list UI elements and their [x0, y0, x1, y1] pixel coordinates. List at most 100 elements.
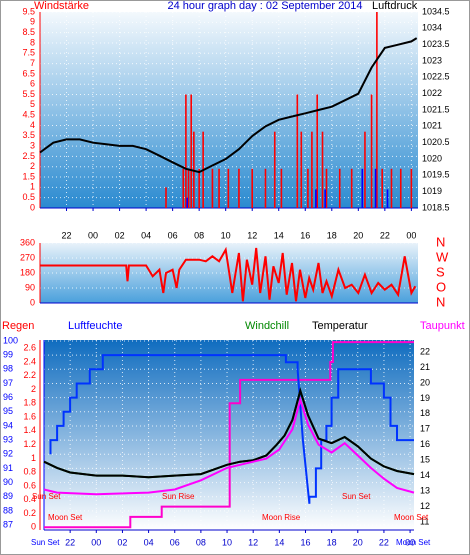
- y-tick-label: 0.5: [22, 192, 35, 202]
- x-tick-label: 06: [170, 537, 180, 547]
- bar: [190, 94, 192, 208]
- x-tick-label: 18: [327, 230, 337, 240]
- y-tick-label: 19: [420, 393, 430, 403]
- x-tick-label: 10: [221, 230, 231, 240]
- y-tick-label: 1020.5: [422, 137, 450, 147]
- bar: [364, 131, 366, 208]
- series-line: [39, 37, 418, 174]
- bar: [381, 168, 383, 208]
- x-tick-label: 00: [405, 537, 415, 547]
- x-tick-label: 22: [62, 230, 72, 240]
- y-tick-label: 1.5: [22, 171, 35, 181]
- y-tick-label: 3.5: [22, 130, 35, 140]
- y-tick-label: 1.8: [23, 398, 36, 408]
- x-tick-label: 14: [274, 537, 284, 547]
- y-tick-label: 5.5: [22, 89, 35, 99]
- y-tick-label: 20: [420, 377, 430, 387]
- y-tick-label: 92: [3, 449, 13, 459]
- y-tick-label: 95: [3, 406, 13, 416]
- annotation: Sun Rise: [162, 492, 195, 501]
- y-tick-label: 18: [420, 408, 430, 418]
- y-tick-label: 13: [420, 485, 430, 495]
- bar: [321, 131, 324, 208]
- y-tick-label: 7: [30, 58, 35, 68]
- annotation: Sun Set: [342, 492, 371, 501]
- y-tick-label: 91: [3, 463, 13, 473]
- y-tick-label: 89: [3, 491, 13, 501]
- y-tick-label: 1022.5: [422, 72, 450, 82]
- x-tick-label: 10: [222, 537, 232, 547]
- y-tick-label: 6.5: [22, 68, 35, 78]
- y-tick-label: 270: [20, 252, 35, 262]
- y-tick-label: 9.5: [22, 6, 35, 16]
- bar: [185, 94, 187, 208]
- x-tick-label: 14: [274, 230, 284, 240]
- y-tick-label: 4.5: [22, 110, 35, 120]
- legend-label: Taupunkt: [420, 320, 465, 332]
- bar: [187, 168, 190, 208]
- y-tick-label: 4: [30, 120, 35, 130]
- series-line: [40, 246, 417, 302]
- y-tick-label: 1: [30, 182, 35, 192]
- y-tick-label: 0: [30, 202, 35, 212]
- bar: [370, 94, 373, 208]
- y-tick-label: 98: [3, 364, 13, 374]
- y-tick-label: 1.4: [23, 425, 36, 435]
- series-line: [44, 341, 414, 529]
- y-tick-label: 11: [420, 516, 429, 526]
- y-tick-label: 1034.5: [422, 6, 450, 16]
- y-tick-label: 0: [30, 297, 35, 307]
- bar: [186, 197, 189, 208]
- y-tick-label: 17: [420, 424, 430, 434]
- x-tick-label: 08: [194, 230, 204, 240]
- y-tick-label: 0.2: [23, 508, 36, 518]
- bar: [325, 168, 328, 208]
- y-tick-label: 22: [420, 346, 430, 356]
- y-tick-label: 1019: [422, 186, 442, 196]
- y-tick-label: 9: [30, 17, 35, 27]
- y-tick-label: 96: [3, 392, 13, 402]
- y-tick-label: W: [436, 249, 449, 264]
- bar: [376, 12, 378, 208]
- bar: [374, 168, 377, 208]
- legend-label: Temperatur: [312, 320, 368, 332]
- y-tick-label: 1022: [422, 88, 442, 98]
- y-tick-label: 1020: [422, 153, 442, 163]
- bar: [165, 187, 167, 208]
- x-tick-label: 00: [88, 230, 98, 240]
- y-tick-label: 94: [3, 420, 13, 430]
- bar: [311, 131, 313, 208]
- y-tick-label: 93: [3, 434, 13, 444]
- x-tick-label: 22: [65, 537, 75, 547]
- bar: [386, 189, 389, 208]
- y-tick-label: 1.2: [23, 439, 36, 449]
- x-tick-label: 00: [406, 230, 416, 240]
- annotation: Sun Set: [32, 492, 61, 501]
- x-tick-label: 22: [380, 230, 390, 240]
- y-tick-label: N: [436, 294, 445, 309]
- y-tick-label: 3: [30, 140, 35, 150]
- bar: [399, 168, 402, 208]
- bar: [182, 168, 185, 208]
- y-tick-label: 360: [20, 237, 35, 247]
- y-tick-label: 100: [3, 335, 18, 345]
- y-tick-label: 88: [3, 505, 13, 515]
- bar: [218, 168, 220, 208]
- x-tick-label: 22: [379, 537, 389, 547]
- x-tick-label: 00: [91, 537, 101, 547]
- annotation: Moon Rise: [262, 513, 301, 522]
- bar: [350, 168, 353, 208]
- x-tick-label: 18: [327, 537, 337, 547]
- y-tick-label: 180: [20, 267, 35, 277]
- right-axis-title: Luftdruck: [372, 0, 418, 12]
- series-line: [43, 396, 415, 496]
- y-tick-label: 1034: [422, 23, 442, 33]
- bar: [390, 168, 393, 208]
- y-tick-label: 1019.5: [422, 170, 450, 180]
- x-tick-label: 02: [115, 230, 125, 240]
- y-tick-label: 90: [25, 282, 35, 292]
- bar: [227, 168, 230, 208]
- x-tick-label: 04: [144, 537, 154, 547]
- y-tick-label: 7.5: [22, 48, 35, 58]
- y-tick-label: N: [436, 234, 445, 249]
